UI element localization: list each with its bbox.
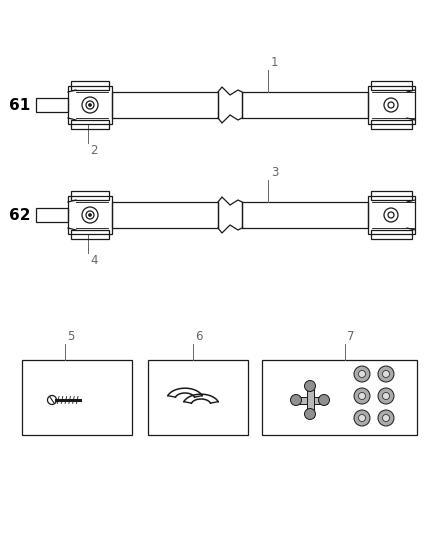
Circle shape bbox=[382, 392, 389, 400]
Text: 2: 2 bbox=[90, 144, 98, 157]
Bar bbox=[71, 81, 109, 90]
Bar bbox=[262, 360, 417, 435]
Bar bbox=[71, 230, 109, 239]
Circle shape bbox=[382, 415, 389, 422]
Circle shape bbox=[88, 214, 92, 216]
Circle shape bbox=[304, 408, 315, 419]
Text: 4: 4 bbox=[90, 254, 98, 267]
Circle shape bbox=[354, 388, 370, 404]
Bar bbox=[371, 230, 412, 239]
Bar bbox=[68, 86, 112, 124]
Bar bbox=[22, 360, 132, 435]
Bar bbox=[112, 92, 218, 118]
Bar bbox=[368, 86, 415, 124]
Bar bbox=[68, 196, 112, 234]
Bar bbox=[148, 360, 248, 435]
Bar bbox=[368, 196, 415, 234]
Circle shape bbox=[318, 394, 329, 406]
Text: 7: 7 bbox=[347, 330, 354, 343]
Text: 1: 1 bbox=[271, 56, 279, 69]
Circle shape bbox=[358, 392, 365, 400]
Text: 5: 5 bbox=[67, 330, 74, 343]
Text: 62: 62 bbox=[9, 207, 31, 222]
Bar bbox=[71, 191, 109, 200]
Text: 6: 6 bbox=[195, 330, 202, 343]
Circle shape bbox=[378, 366, 394, 382]
Bar bbox=[242, 202, 368, 228]
Bar bbox=[293, 397, 327, 404]
Text: 3: 3 bbox=[271, 166, 279, 179]
Circle shape bbox=[290, 394, 301, 406]
Bar bbox=[71, 120, 109, 129]
Circle shape bbox=[354, 366, 370, 382]
Circle shape bbox=[378, 388, 394, 404]
Circle shape bbox=[358, 415, 365, 422]
Bar bbox=[112, 202, 218, 228]
Text: 61: 61 bbox=[9, 98, 31, 112]
Bar bbox=[371, 81, 412, 90]
Circle shape bbox=[378, 410, 394, 426]
Bar bbox=[371, 191, 412, 200]
Bar bbox=[371, 120, 412, 129]
Bar bbox=[36, 208, 68, 222]
Circle shape bbox=[304, 381, 315, 392]
Circle shape bbox=[354, 410, 370, 426]
Circle shape bbox=[358, 370, 365, 377]
Circle shape bbox=[382, 370, 389, 377]
Circle shape bbox=[88, 103, 92, 107]
Bar bbox=[242, 92, 368, 118]
Bar bbox=[36, 98, 68, 112]
Bar bbox=[307, 383, 314, 417]
